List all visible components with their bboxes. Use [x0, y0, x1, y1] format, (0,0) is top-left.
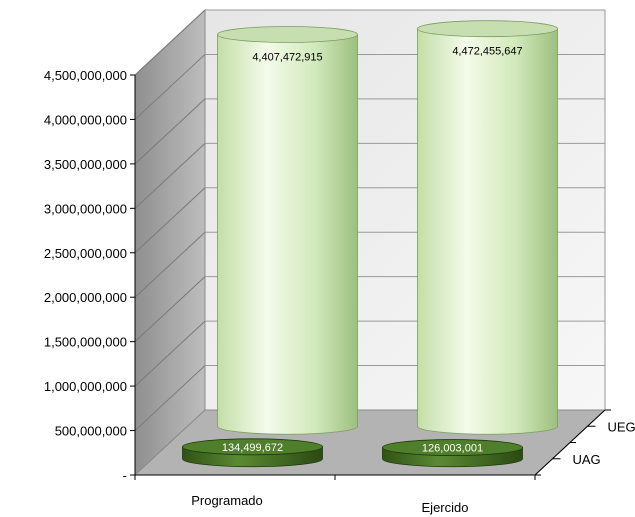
- y-tick-label: 2,000,000,000: [44, 290, 127, 305]
- gridline-side: [134, 231, 206, 298]
- cylinder-top: [417, 20, 558, 38]
- x-axis: Programado Ejercido: [134, 474, 536, 515]
- gridline-side: [134, 142, 206, 209]
- cylinder-body: [217, 34, 358, 435]
- bars: 4,407,472,915 4,472,455,647 134,499,672 126…: [182, 20, 558, 468]
- data-label: 134,499,672: [222, 442, 283, 454]
- gridline-side: [134, 98, 206, 165]
- y-tick-label: 4,000,000,000: [44, 112, 127, 127]
- cylinder-top: [217, 26, 358, 43]
- x-tick-label: Programado: [191, 493, 263, 508]
- cylinder-ueg-ejercido: 4,472,455,647: [417, 20, 558, 435]
- gridline-side: [134, 276, 206, 343]
- cylinder-top: [382, 439, 523, 456]
- data-label: 4,407,472,915: [252, 51, 322, 63]
- y-tick-label: 1,500,000,000: [44, 335, 127, 350]
- gridline-side: [134, 54, 206, 120]
- data-label: 4,472,455,647: [452, 46, 522, 58]
- data-label: 126,003,001: [422, 443, 483, 455]
- gridline-side: [134, 365, 206, 431]
- cylinder-uag-ejercido: 126,003,001: [382, 439, 523, 468]
- cylinder-body: [417, 28, 558, 435]
- cylinder-ueg-programado: 4,407,472,915: [217, 26, 358, 435]
- cylinder-top: [182, 438, 323, 456]
- gridline-side: [134, 320, 206, 387]
- y-axis: - 500,000,000 1,000,000,000 1,500,000,000 2,…: [44, 68, 136, 483]
- y-tick-label: 1,000,000,000: [44, 379, 127, 394]
- y-tick-label: 4,500,000,000: [44, 68, 127, 83]
- gridline-side: [134, 9, 206, 76]
- series-label: UEG: [608, 419, 635, 434]
- y-tick-label: 3,000,000,000: [44, 201, 127, 216]
- gridline-side: [134, 187, 206, 254]
- y-tick-label: 3,500,000,000: [44, 157, 127, 172]
- series-label: UAG: [573, 452, 601, 467]
- y-tick-label: 500,000,000: [55, 424, 127, 439]
- y-tick-label: -: [123, 468, 127, 483]
- x-tick-label: Ejercido: [422, 500, 469, 515]
- cylinder-uag-programado: 134,499,672: [182, 438, 323, 468]
- depth-axis-legend: UAG UEG: [534, 409, 635, 476]
- y-tick-label: 2,500,000,000: [44, 246, 127, 261]
